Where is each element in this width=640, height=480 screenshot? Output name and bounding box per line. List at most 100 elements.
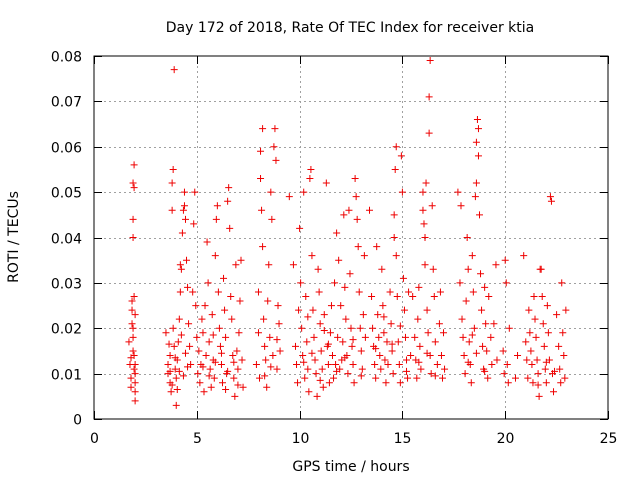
x-tick-label: 10 <box>292 431 310 447</box>
data-point <box>352 193 360 201</box>
data-point <box>205 338 213 346</box>
data-point <box>426 57 434 65</box>
data-point <box>386 288 394 296</box>
data-point <box>298 324 306 332</box>
data-point <box>285 193 293 201</box>
data-point <box>266 333 274 341</box>
data-point <box>316 376 324 384</box>
data-point <box>351 175 359 183</box>
data-point <box>235 329 243 337</box>
data-point <box>224 367 232 375</box>
data-point <box>230 358 238 366</box>
data-point <box>256 374 264 382</box>
data-points <box>125 57 570 409</box>
data-point <box>433 361 441 369</box>
data-point <box>419 206 427 214</box>
data-point <box>356 324 364 332</box>
data-point <box>175 315 183 323</box>
data-point <box>527 347 535 355</box>
data-point <box>129 333 137 341</box>
data-point <box>425 93 433 101</box>
data-point <box>294 379 302 387</box>
data-point <box>358 365 366 373</box>
data-point <box>335 256 343 264</box>
data-point <box>482 320 490 328</box>
data-point <box>361 333 369 341</box>
data-point <box>270 143 278 151</box>
data-point <box>179 206 187 214</box>
data-point <box>257 175 265 183</box>
data-point <box>423 349 431 357</box>
data-point <box>441 365 449 373</box>
data-point <box>129 179 137 187</box>
data-point <box>514 351 522 359</box>
data-point <box>469 288 477 296</box>
data-point <box>470 324 478 332</box>
data-point <box>401 333 409 341</box>
data-point <box>531 315 539 323</box>
data-point <box>428 202 436 210</box>
data-point <box>511 374 519 382</box>
data-point <box>177 331 185 339</box>
data-point <box>183 256 191 264</box>
data-point <box>436 288 444 296</box>
data-point <box>169 165 177 173</box>
data-point <box>438 374 446 382</box>
data-point <box>525 306 533 314</box>
data-point <box>262 356 270 364</box>
data-point <box>345 206 353 214</box>
data-point <box>185 320 193 328</box>
data-point <box>293 361 301 369</box>
data-point <box>330 374 338 382</box>
data-point <box>372 345 380 353</box>
data-point <box>395 361 403 369</box>
data-point <box>481 283 489 291</box>
data-point <box>389 370 397 378</box>
data-point <box>166 367 174 375</box>
y-tick-label: 0 <box>73 413 82 429</box>
data-point <box>210 374 218 382</box>
data-point <box>131 370 139 378</box>
data-point <box>225 184 233 192</box>
data-point <box>209 331 217 339</box>
data-point <box>349 361 357 369</box>
data-point <box>324 361 332 369</box>
y-tick-label: 0.03 <box>51 277 82 293</box>
data-point <box>425 129 433 137</box>
data-point <box>211 252 219 260</box>
data-point <box>357 372 365 380</box>
data-point <box>529 379 537 387</box>
data-point <box>181 215 189 223</box>
data-point <box>530 292 538 300</box>
data-point <box>238 356 246 364</box>
data-point <box>499 347 507 355</box>
x-tick-label: 20 <box>497 431 515 447</box>
data-point <box>236 297 244 305</box>
data-point <box>129 324 137 332</box>
x-axis-label: GPS time / hours <box>292 459 409 475</box>
data-point <box>234 365 242 373</box>
data-point <box>333 229 341 237</box>
data-point <box>177 265 185 273</box>
data-point <box>264 297 272 305</box>
data-point <box>181 349 189 357</box>
data-point <box>388 347 396 355</box>
plot-frame <box>93 55 609 420</box>
data-point <box>171 365 179 373</box>
data-point <box>186 342 194 350</box>
data-point <box>502 279 510 287</box>
data-point <box>167 388 175 396</box>
y-tick-label: 0.01 <box>51 368 82 384</box>
data-point <box>471 193 479 201</box>
data-point <box>458 315 466 323</box>
data-point <box>477 270 485 278</box>
data-point <box>317 347 325 355</box>
data-point <box>130 365 138 373</box>
data-point <box>199 329 207 337</box>
data-point <box>258 206 266 214</box>
data-point <box>131 388 139 396</box>
data-point <box>170 342 178 350</box>
data-point <box>195 347 203 355</box>
data-point <box>201 302 209 310</box>
